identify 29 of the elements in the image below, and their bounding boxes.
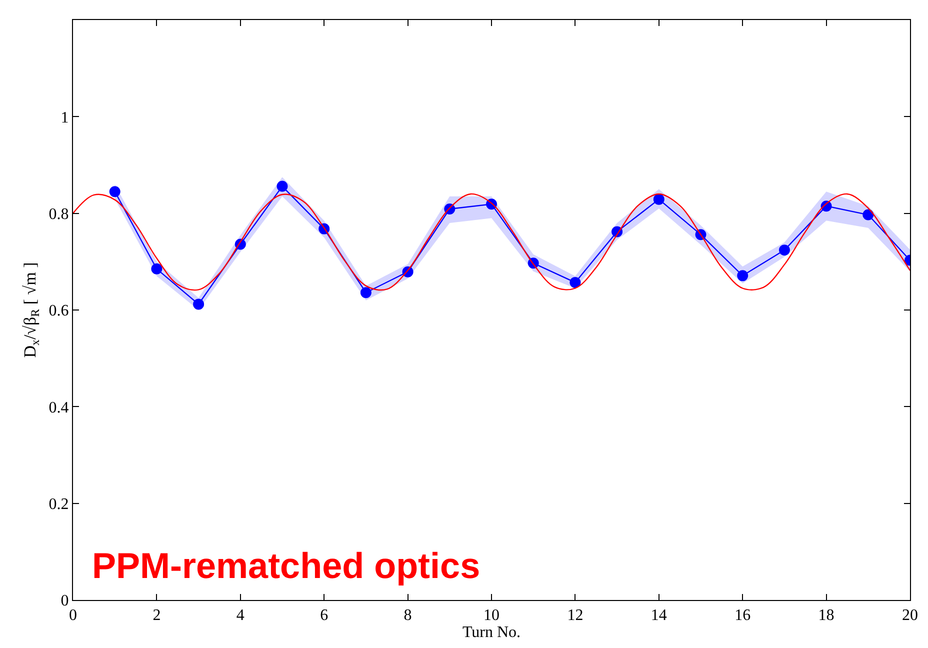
x-tick-label: 6: [320, 607, 328, 624]
y-tick-label: 0.8: [48, 206, 69, 223]
y-tick-label: 1: [60, 109, 69, 126]
x-tick-label: 4: [236, 607, 244, 624]
point: [778, 244, 790, 256]
point: [360, 287, 372, 298]
annotation: PPM-rematched optics: [92, 545, 480, 586]
x-tick-label: 2: [152, 607, 161, 624]
point: [737, 270, 748, 282]
line-series: [73, 193, 910, 290]
x-tick-label: 20: [902, 607, 918, 624]
y-tick-label: 0.2: [48, 496, 69, 513]
point: [570, 276, 581, 288]
y-tick-label: 0: [60, 592, 69, 610]
x-tick-label: 16: [734, 607, 751, 624]
y-tick-label: 0.4: [48, 399, 69, 416]
point: [862, 209, 874, 220]
point: [276, 180, 288, 192]
y-tick-label: 0.6: [48, 302, 69, 320]
x-axis-title: Turn No.: [462, 624, 521, 642]
x-tick-label: 14: [650, 607, 667, 624]
point: [653, 194, 664, 205]
point: [193, 298, 204, 310]
x-tick-label: 10: [484, 607, 500, 624]
point: [151, 263, 162, 274]
x-tick-label: 8: [404, 607, 412, 624]
x-tick-label: 18: [818, 607, 834, 624]
x-tick-label: 12: [567, 607, 584, 624]
point: [109, 186, 120, 198]
